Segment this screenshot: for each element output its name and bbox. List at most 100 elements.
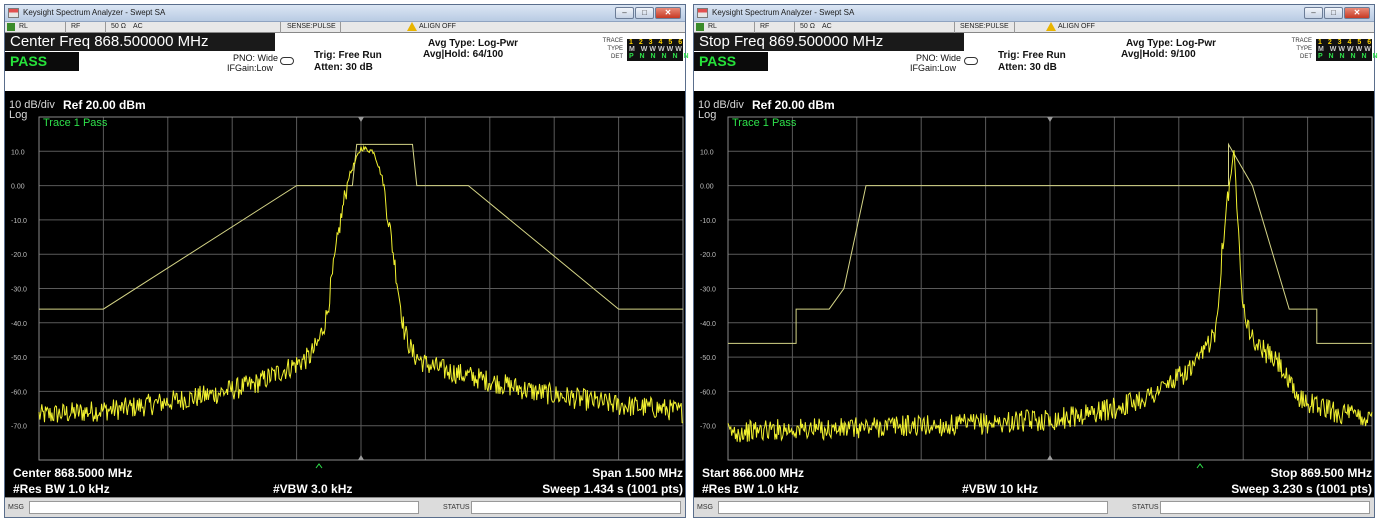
center-marker-top bbox=[358, 117, 364, 122]
limit-line bbox=[39, 143, 683, 310]
warning-icon bbox=[1046, 22, 1056, 31]
y-tick-label: 0.00 bbox=[11, 184, 25, 191]
vbw-label: #VBW 3.0 kHz bbox=[273, 482, 353, 496]
y-tick-label: -60.0 bbox=[11, 389, 27, 396]
align-label: ALIGN OFF bbox=[419, 23, 456, 30]
trace-numbers: 1 2 3 4 5 6 bbox=[629, 39, 685, 46]
trace-label: TRACE bbox=[1291, 38, 1312, 44]
spectrum-display[interactable]: 10 dB/div Log Ref 20.00 dBm 10.0 0.00 -10.… bbox=[694, 91, 1374, 497]
spectrum-plot: 10.0 0.00 -10.0 -20.0 -30.0 -40.0 -50.0 -60.0 -7… bbox=[700, 116, 1373, 469]
avg-hold-label: Avg|Hold: 64/100 bbox=[423, 49, 504, 60]
analyzer-window-left: Keysight Spectrum Analyzer - Swept SA – … bbox=[4, 4, 689, 518]
status-label: STATUS bbox=[443, 504, 470, 511]
y-tick-label: -20.0 bbox=[700, 252, 716, 259]
y-tick-label: -20.0 bbox=[11, 252, 27, 259]
msg-field bbox=[718, 501, 1108, 514]
maximize-icon[interactable]: □ bbox=[1324, 7, 1343, 19]
status-field bbox=[1160, 501, 1370, 514]
atten-label: Atten: 30 dB bbox=[314, 62, 373, 73]
y-tick-label: -50.0 bbox=[11, 355, 27, 362]
window-title: Keysight Spectrum Analyzer - Swept SA bbox=[23, 8, 166, 17]
pass-indicator: PASS bbox=[5, 52, 79, 71]
pno-label: PNO: Wide bbox=[233, 53, 279, 63]
analyzer-window-right: Keysight Spectrum Analyzer - Swept SA – … bbox=[693, 4, 1378, 518]
y-tick-label: 0.00 bbox=[700, 184, 714, 191]
avg-type-label: Avg Type: Log-Pwr bbox=[1126, 38, 1216, 49]
sweep-symbol-icon bbox=[964, 57, 978, 65]
sweep-time-label: Sweep 1.434 s (1001 pts) bbox=[542, 482, 683, 496]
trace-label: TRACE bbox=[602, 38, 623, 44]
vbw-label: #VBW 10 kHz bbox=[962, 482, 1039, 496]
measurement-header: Center Freq 868.500000 MHz PASS PNO: Wid… bbox=[5, 33, 689, 91]
msg-label: MSG bbox=[8, 504, 24, 511]
type-label: TYPE bbox=[607, 46, 623, 52]
title-bar: Keysight Spectrum Analyzer - Swept SA – … bbox=[694, 5, 1374, 22]
app-icon bbox=[697, 8, 708, 18]
center-marker-top bbox=[1047, 117, 1053, 122]
coupling-label: AC bbox=[822, 23, 832, 30]
y-tick-label: -40.0 bbox=[700, 321, 716, 328]
sweep-symbol-icon bbox=[280, 57, 294, 65]
measurement-header: Stop Freq 869.500000 MHz PASS PNO: Wide … bbox=[694, 33, 1378, 91]
center-marker-bottom bbox=[358, 455, 364, 460]
maximize-icon[interactable]: □ bbox=[635, 7, 654, 19]
center-marker-bottom bbox=[1047, 455, 1053, 460]
log-label: Log bbox=[9, 109, 28, 121]
title-bar: Keysight Spectrum Analyzer - Swept SA – … bbox=[5, 5, 685, 22]
start-freq-label: Start 866.000 MHz bbox=[702, 466, 805, 480]
y-tick-label: -10.0 bbox=[11, 218, 27, 225]
trace-status-box: 1 2 3 4 5 6 M WWWWW P N N N N N bbox=[1316, 39, 1378, 61]
sense-label: SENSE:PULSE bbox=[960, 23, 1009, 30]
sweep-time-label: Sweep 3.230 s (1001 pts) bbox=[1231, 482, 1372, 496]
pno-label: PNO: Wide bbox=[916, 53, 962, 63]
center-freq-label: Center 868.5000 MHz bbox=[13, 466, 133, 480]
message-bar: MSG STATUS bbox=[694, 497, 1374, 517]
trace-detectors: P N N N N N bbox=[629, 53, 691, 60]
trace-pass-message: Trace 1 Pass bbox=[43, 117, 108, 129]
rf-label: RF bbox=[71, 23, 81, 30]
res-bw-label: #Res BW 1.0 kHz bbox=[702, 482, 799, 496]
spectrum-plot: 10.0 0.00 -10.0 -20.0 -30.0 -40.0 -50.0 -60.0 -7… bbox=[11, 116, 684, 469]
det-label: DET bbox=[1300, 54, 1312, 60]
msg-field bbox=[29, 501, 419, 514]
rl-label: RL bbox=[19, 23, 28, 30]
lxi-icon bbox=[7, 23, 15, 31]
status-field bbox=[471, 501, 681, 514]
minimize-icon[interactable]: – bbox=[615, 7, 634, 19]
status-strip: RL RF 50 Ω AC SENSE:PULSE ALIGN OFF bbox=[694, 22, 1374, 33]
close-icon[interactable]: ✕ bbox=[655, 7, 681, 19]
window-title: Keysight Spectrum Analyzer - Swept SA bbox=[712, 8, 855, 17]
log-label: Log bbox=[698, 109, 717, 121]
spectrum-display[interactable]: 10 dB/div Log Ref 20.00 dBm 10.0 0.00 -10.… bbox=[5, 91, 685, 497]
sense-label: SENSE:PULSE bbox=[287, 23, 336, 30]
trig-label: Trig: Free Run bbox=[314, 50, 382, 61]
y-tick-label: -50.0 bbox=[700, 355, 716, 362]
span-label: Span 1.500 MHz bbox=[592, 466, 683, 480]
res-bw-label: #Res BW 1.0 kHz bbox=[13, 482, 110, 496]
y-tick-label: -30.0 bbox=[700, 287, 716, 294]
status-strip: RL RF 50 Ω AC SENSE:PULSE ALIGN OFF bbox=[5, 22, 685, 33]
scale-label: 10 dB/div bbox=[698, 99, 744, 111]
stop-freq-label: Stop 869.500 MHz bbox=[1270, 466, 1372, 480]
active-function[interactable]: Stop Freq 869.500000 MHz bbox=[694, 33, 964, 51]
det-label: DET bbox=[611, 54, 623, 60]
trace-pass-message: Trace 1 Pass bbox=[732, 117, 797, 129]
close-icon[interactable]: ✕ bbox=[1344, 7, 1370, 19]
minimize-icon[interactable]: – bbox=[1304, 7, 1323, 19]
active-function[interactable]: Center Freq 868.500000 MHz bbox=[5, 33, 275, 51]
trace-status-box: 1 2 3 4 5 6 M WWWWW P N N N N N bbox=[627, 39, 689, 61]
avg-type-label: Avg Type: Log-Pwr bbox=[428, 38, 518, 49]
impedance-label: 50 Ω bbox=[111, 23, 126, 30]
pass-indicator: PASS bbox=[694, 52, 768, 71]
app-icon bbox=[8, 8, 19, 18]
y-tick-label: -70.0 bbox=[700, 424, 716, 431]
msg-label: MSG bbox=[697, 504, 713, 511]
rf-label: RF bbox=[760, 23, 770, 30]
ifgain-label: IFGain:Low bbox=[227, 63, 274, 73]
atten-label: Atten: 30 dB bbox=[998, 62, 1057, 73]
marker-caret-icon bbox=[1196, 463, 1204, 469]
ref-level-label: Ref 20.00 dBm bbox=[752, 98, 835, 112]
trace-numbers: 1 2 3 4 5 6 bbox=[1318, 39, 1374, 46]
y-tick-label: -60.0 bbox=[700, 389, 716, 396]
status-label: STATUS bbox=[1132, 504, 1159, 511]
